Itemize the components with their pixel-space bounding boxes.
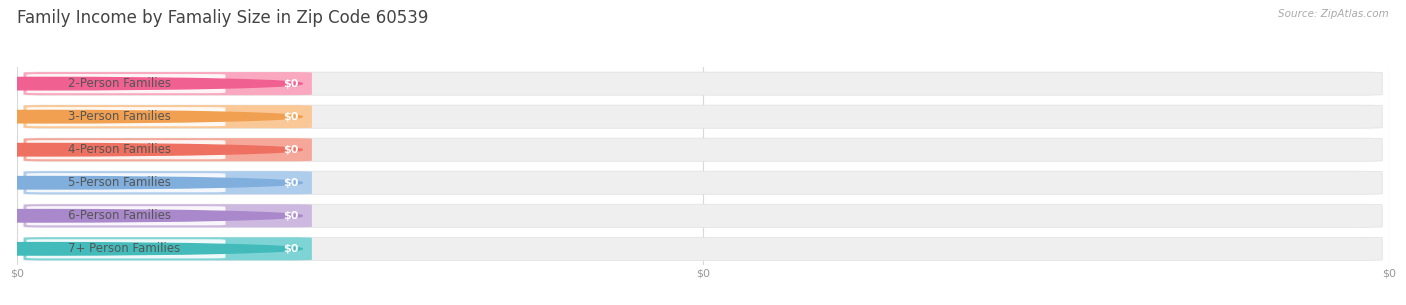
Circle shape bbox=[0, 242, 302, 255]
FancyBboxPatch shape bbox=[24, 204, 312, 227]
Text: $0: $0 bbox=[283, 244, 298, 254]
FancyBboxPatch shape bbox=[27, 74, 225, 93]
FancyBboxPatch shape bbox=[27, 107, 225, 126]
Circle shape bbox=[0, 177, 302, 189]
FancyBboxPatch shape bbox=[24, 138, 312, 161]
Text: 2-Person Families: 2-Person Families bbox=[67, 77, 170, 90]
Text: Family Income by Famaliy Size in Zip Code 60539: Family Income by Famaliy Size in Zip Cod… bbox=[17, 9, 429, 27]
FancyBboxPatch shape bbox=[24, 204, 1382, 227]
FancyBboxPatch shape bbox=[24, 105, 312, 128]
Circle shape bbox=[0, 110, 302, 123]
Text: $0: $0 bbox=[283, 79, 298, 89]
Circle shape bbox=[0, 210, 302, 222]
FancyBboxPatch shape bbox=[24, 171, 312, 194]
Text: $0: $0 bbox=[283, 145, 298, 155]
FancyBboxPatch shape bbox=[24, 72, 312, 95]
Text: $0: $0 bbox=[283, 178, 298, 188]
Text: $0: $0 bbox=[283, 211, 298, 221]
Text: 7+ Person Families: 7+ Person Families bbox=[67, 242, 180, 255]
Circle shape bbox=[0, 77, 302, 90]
Text: 5-Person Families: 5-Person Families bbox=[67, 176, 170, 189]
FancyBboxPatch shape bbox=[24, 237, 312, 260]
FancyBboxPatch shape bbox=[24, 105, 1382, 128]
Circle shape bbox=[0, 143, 302, 156]
Text: Source: ZipAtlas.com: Source: ZipAtlas.com bbox=[1278, 9, 1389, 19]
Text: 4-Person Families: 4-Person Families bbox=[67, 143, 170, 156]
FancyBboxPatch shape bbox=[24, 171, 1382, 194]
Text: 3-Person Families: 3-Person Families bbox=[67, 110, 170, 123]
FancyBboxPatch shape bbox=[24, 237, 1382, 260]
FancyBboxPatch shape bbox=[27, 140, 225, 159]
FancyBboxPatch shape bbox=[24, 138, 1382, 161]
Text: $0: $0 bbox=[283, 112, 298, 122]
FancyBboxPatch shape bbox=[27, 173, 225, 192]
FancyBboxPatch shape bbox=[24, 72, 1382, 95]
Text: 6-Person Families: 6-Person Families bbox=[67, 209, 170, 222]
FancyBboxPatch shape bbox=[27, 206, 225, 225]
FancyBboxPatch shape bbox=[27, 239, 225, 258]
